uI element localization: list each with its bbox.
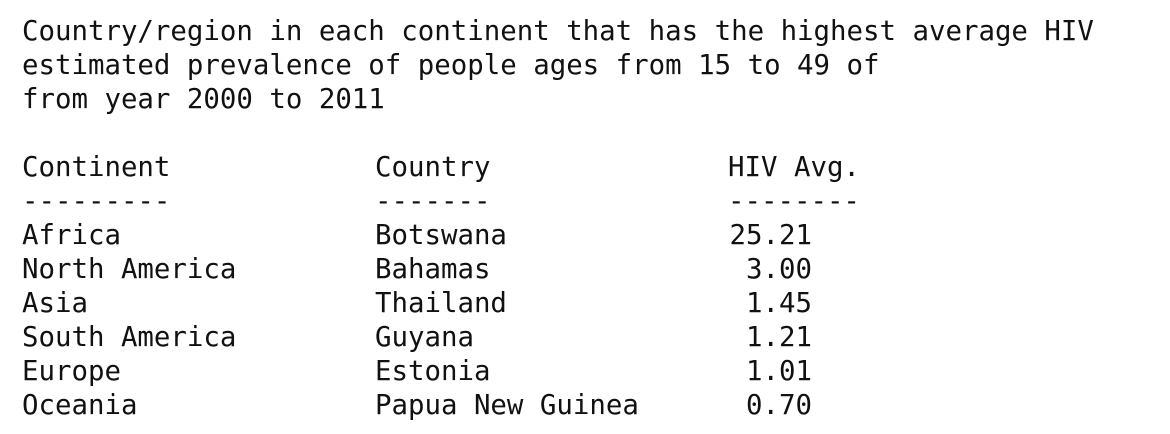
header: HIV Avg. — [728, 152, 860, 183]
cell: Thailand — [375, 288, 507, 319]
header: Country — [375, 152, 491, 183]
cell: Europe — [22, 356, 121, 387]
cell: 1.45 — [746, 288, 812, 319]
cell: Bahamas — [375, 254, 491, 285]
header: Continent — [22, 152, 171, 183]
cell: Oceania — [22, 390, 138, 421]
cell: Guyana — [375, 322, 474, 353]
cell: 3.00 — [746, 254, 812, 285]
separator: --------- — [22, 186, 171, 217]
cell: 0.70 — [746, 390, 812, 421]
cell: South America — [22, 322, 237, 353]
cell: 1.21 — [746, 322, 812, 353]
cell: Africa — [22, 220, 121, 251]
cell: Estonia — [375, 356, 491, 387]
title-line: from year 2000 to 2011 — [22, 84, 385, 115]
separator: -------- — [728, 186, 860, 217]
title-line: estimated prevalence of people ages from… — [22, 50, 880, 81]
cell: Papua New Guinea — [375, 390, 639, 421]
cell: 25.21 — [729, 220, 812, 251]
separator: ------- — [375, 186, 491, 217]
cell: 1.01 — [746, 356, 812, 387]
title-line: Country/region in each continent that ha… — [22, 16, 1094, 47]
cell: North America — [22, 254, 237, 285]
cell: Asia — [22, 288, 88, 319]
cell: Botswana — [375, 220, 507, 251]
